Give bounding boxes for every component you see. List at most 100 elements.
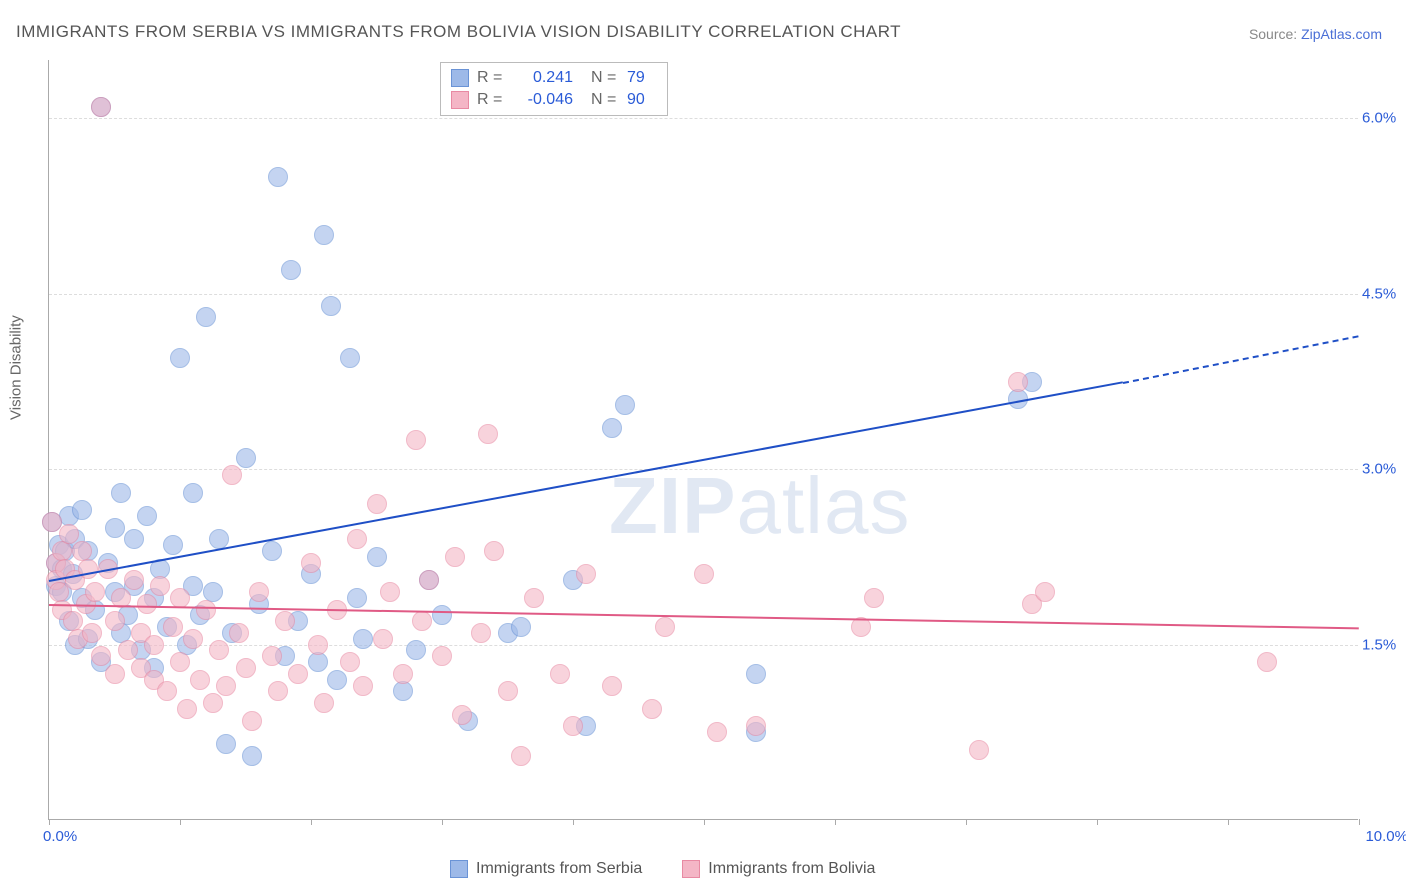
legend-item-serbia: Immigrants from Serbia bbox=[450, 860, 642, 878]
data-point bbox=[484, 541, 504, 561]
y-tick-label: 3.0% bbox=[1362, 461, 1406, 478]
data-point bbox=[203, 693, 223, 713]
plot-area: ZIPatlas 0.0% 10.0% 1.5%3.0%4.5%6.0% bbox=[48, 60, 1358, 820]
data-point bbox=[242, 711, 262, 731]
data-point bbox=[642, 699, 662, 719]
data-point bbox=[327, 670, 347, 690]
trend-line-extrapolated bbox=[1123, 335, 1359, 384]
n-value-bolivia: 90 bbox=[627, 89, 657, 111]
data-point bbox=[478, 424, 498, 444]
x-tick bbox=[573, 819, 574, 825]
data-point bbox=[550, 664, 570, 684]
data-point bbox=[314, 225, 334, 245]
chart-container: IMMIGRANTS FROM SERBIA VS IMMIGRANTS FRO… bbox=[0, 0, 1406, 892]
data-point bbox=[524, 588, 544, 608]
swatch-serbia bbox=[450, 860, 468, 878]
x-tick bbox=[442, 819, 443, 825]
legend-label-serbia: Immigrants from Serbia bbox=[476, 860, 642, 878]
data-point bbox=[602, 676, 622, 696]
x-tick bbox=[1359, 819, 1360, 825]
data-point bbox=[412, 611, 432, 631]
data-point bbox=[367, 547, 387, 567]
data-point bbox=[1257, 652, 1277, 672]
legend-row-bolivia: R = -0.046 N = 90 bbox=[451, 89, 657, 111]
data-point bbox=[452, 705, 472, 725]
data-point bbox=[91, 97, 111, 117]
data-point bbox=[105, 611, 125, 631]
data-point bbox=[170, 652, 190, 672]
data-point bbox=[367, 494, 387, 514]
data-point bbox=[137, 506, 157, 526]
data-point bbox=[163, 617, 183, 637]
data-point bbox=[157, 681, 177, 701]
data-point bbox=[183, 629, 203, 649]
data-point bbox=[498, 681, 518, 701]
gridline bbox=[49, 645, 1358, 646]
data-point bbox=[72, 500, 92, 520]
data-point bbox=[183, 483, 203, 503]
data-point bbox=[969, 740, 989, 760]
r-value-serbia: 0.241 bbox=[513, 67, 573, 89]
data-point bbox=[137, 594, 157, 614]
n-label: N = bbox=[591, 67, 619, 89]
data-point bbox=[321, 296, 341, 316]
data-point bbox=[615, 395, 635, 415]
chart-title: IMMIGRANTS FROM SERBIA VS IMMIGRANTS FRO… bbox=[16, 22, 901, 42]
data-point bbox=[222, 465, 242, 485]
y-tick-label: 4.5% bbox=[1362, 285, 1406, 302]
data-point bbox=[144, 635, 164, 655]
data-point bbox=[471, 623, 491, 643]
data-point bbox=[124, 570, 144, 590]
y-axis-title: Vision Disability bbox=[8, 315, 25, 420]
data-point bbox=[91, 646, 111, 666]
legend-row-serbia: R = 0.241 N = 79 bbox=[451, 67, 657, 89]
data-point bbox=[170, 348, 190, 368]
data-point bbox=[209, 640, 229, 660]
data-point bbox=[602, 418, 622, 438]
gridline bbox=[49, 118, 1358, 119]
data-point bbox=[216, 676, 236, 696]
data-point bbox=[347, 529, 367, 549]
data-point bbox=[82, 623, 102, 643]
data-point bbox=[380, 582, 400, 602]
data-point bbox=[118, 640, 138, 660]
x-tick bbox=[180, 819, 181, 825]
data-point bbox=[229, 623, 249, 643]
data-point bbox=[85, 582, 105, 602]
legend-label-bolivia: Immigrants from Bolivia bbox=[708, 860, 875, 878]
swatch-bolivia bbox=[451, 91, 469, 109]
x-tick bbox=[1097, 819, 1098, 825]
swatch-serbia bbox=[451, 69, 469, 87]
data-point bbox=[511, 746, 531, 766]
x-tick-label-min: 0.0% bbox=[43, 828, 77, 845]
source-link[interactable]: ZipAtlas.com bbox=[1301, 26, 1382, 42]
source-attribution: Source: ZipAtlas.com bbox=[1249, 26, 1382, 42]
data-point bbox=[393, 681, 413, 701]
r-value-bolivia: -0.046 bbox=[513, 89, 573, 111]
data-point bbox=[281, 260, 301, 280]
data-point bbox=[105, 518, 125, 538]
data-point bbox=[340, 652, 360, 672]
data-point bbox=[340, 348, 360, 368]
data-point bbox=[432, 605, 452, 625]
data-point bbox=[655, 617, 675, 637]
x-tick bbox=[1228, 819, 1229, 825]
x-tick bbox=[311, 819, 312, 825]
data-point bbox=[249, 582, 269, 602]
data-point bbox=[445, 547, 465, 567]
data-point bbox=[707, 722, 727, 742]
data-point bbox=[432, 646, 452, 666]
x-tick bbox=[966, 819, 967, 825]
data-point bbox=[576, 564, 596, 584]
data-point bbox=[190, 670, 210, 690]
data-point bbox=[1008, 372, 1028, 392]
n-label: N = bbox=[591, 89, 619, 111]
data-point bbox=[353, 676, 373, 696]
watermark-rest: atlas bbox=[736, 461, 910, 550]
data-point bbox=[275, 611, 295, 631]
data-point bbox=[196, 307, 216, 327]
data-point bbox=[236, 658, 256, 678]
data-point bbox=[170, 588, 190, 608]
data-point bbox=[406, 430, 426, 450]
data-point bbox=[746, 716, 766, 736]
